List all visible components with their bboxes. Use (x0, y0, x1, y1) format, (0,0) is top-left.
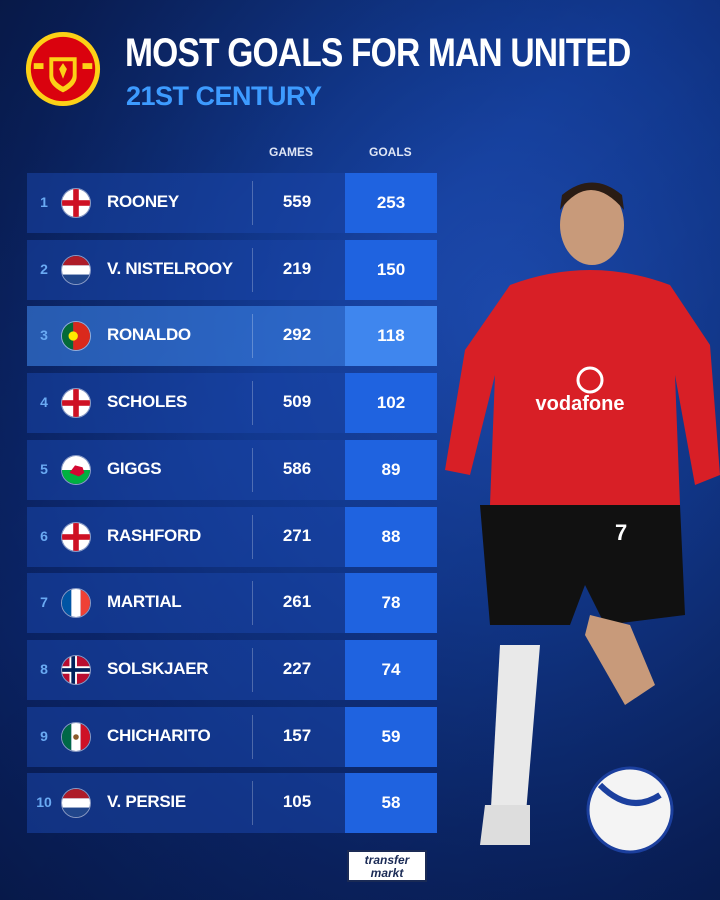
column-divider (252, 381, 253, 425)
goals-value: 58 (345, 773, 437, 833)
games-value: 227 (282, 659, 312, 678)
column-header-goals: GOALS (369, 145, 412, 159)
player-name: GIGGS (107, 459, 162, 478)
column-divider (252, 581, 253, 625)
man-united-crest-logo (25, 31, 101, 107)
shirt-number: 7 (615, 520, 627, 545)
page-title: MOST GOALS FOR MAN UNITED (125, 31, 631, 75)
player-name: SCHOLES (107, 392, 188, 411)
column-divider (252, 314, 253, 358)
rank: 10 (36, 794, 52, 810)
player-name: SOLSKJAER (107, 659, 209, 678)
player-name: ROONEY (107, 192, 179, 211)
table-row: 3 RONALDO 292 118 (27, 306, 437, 366)
brand-line-2: markt (370, 866, 404, 880)
wales-flag-icon (61, 455, 91, 485)
rank: 5 (40, 461, 48, 477)
column-divider (252, 181, 253, 225)
england-flag-icon (61, 388, 91, 418)
table-row: 4 SCHOLES 509 102 (27, 373, 437, 433)
rank: 8 (40, 661, 48, 677)
games-value: 105 (282, 792, 312, 811)
table-row: 5 GIGGS 586 89 (27, 440, 437, 500)
column-divider (252, 515, 253, 559)
rank: 4 (40, 394, 48, 410)
england-flag-icon (61, 522, 91, 552)
norway-flag-icon (61, 655, 91, 685)
player-name: RASHFORD (107, 526, 201, 545)
goals-value: 150 (345, 240, 437, 300)
rank: 9 (40, 728, 48, 744)
column-divider (252, 448, 253, 492)
games-value: 586 (282, 459, 312, 478)
table-row: 7 MARTIAL 261 78 (27, 573, 437, 633)
games-value: 261 (282, 592, 312, 611)
table-row: 8 SOLSKJAER 227 74 (27, 640, 437, 700)
netherlands-flag-icon (61, 788, 91, 818)
table-row: 10 V. PERSIE 105 58 (27, 773, 437, 833)
player-name: V. NISTELROOY (107, 259, 233, 278)
column-divider (252, 781, 253, 825)
netherlands-flag-icon (61, 255, 91, 285)
player-name: MARTIAL (107, 592, 182, 611)
goals-value: 88 (345, 507, 437, 567)
column-divider (252, 715, 253, 759)
transfermarkt-logo: transfer markt (347, 850, 427, 882)
player-name: V. PERSIE (107, 792, 186, 811)
games-value: 292 (282, 325, 312, 344)
england-flag-icon (61, 188, 91, 218)
france-flag-icon (61, 588, 91, 618)
column-divider (252, 648, 253, 692)
mexico-flag-icon (61, 722, 91, 752)
games-value: 559 (282, 192, 312, 211)
goals-value: 102 (345, 373, 437, 433)
column-header-games: GAMES (269, 145, 314, 159)
portugal-flag-icon (61, 321, 91, 351)
games-value: 219 (282, 259, 312, 278)
goals-value: 118 (345, 306, 437, 366)
rank: 6 (40, 528, 48, 544)
shirt-sponsor: vodafone (536, 393, 625, 415)
table-row: 9 CHICHARITO 157 59 (27, 707, 437, 767)
page-subtitle: 21ST CENTURY (126, 81, 322, 111)
player-name: CHICHARITO (107, 726, 211, 745)
goals-value: 253 (345, 173, 437, 233)
player-name: RONALDO (107, 325, 191, 344)
games-value: 157 (282, 726, 312, 745)
table-row: 2 V. NISTELROOY 219 150 (27, 240, 437, 300)
rank: 2 (40, 261, 48, 277)
goals-value: 78 (345, 573, 437, 633)
column-divider (252, 248, 253, 292)
table-row: 1 ROONEY 559 253 (27, 173, 437, 233)
games-value: 271 (282, 526, 312, 545)
rank: 1 (40, 194, 48, 210)
goals-value: 74 (345, 640, 437, 700)
rank: 7 (40, 594, 48, 610)
goals-value: 89 (345, 440, 437, 500)
rank: 3 (40, 327, 48, 343)
games-value: 509 (282, 392, 312, 411)
goals-value: 59 (345, 707, 437, 767)
table-row: 6 RASHFORD 271 88 (27, 507, 437, 567)
player-photo: vodafone 7 (445, 182, 720, 854)
brand-line-1: transfer (364, 853, 410, 867)
